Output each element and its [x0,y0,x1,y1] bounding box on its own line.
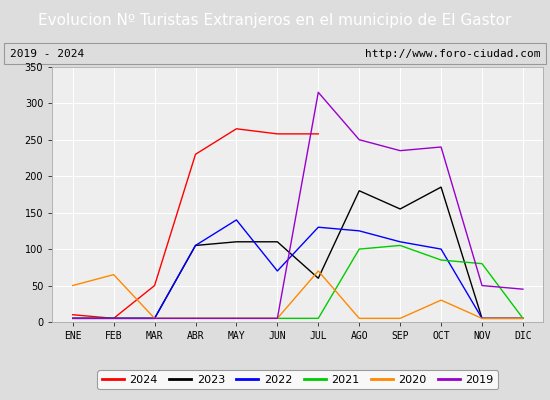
Text: Evolucion Nº Turistas Extranjeros en el municipio de El Gastor: Evolucion Nº Turistas Extranjeros en el … [39,14,512,28]
Text: http://www.foro-ciudad.com: http://www.foro-ciudad.com [365,49,540,59]
Legend: 2024, 2023, 2022, 2021, 2020, 2019: 2024, 2023, 2022, 2021, 2020, 2019 [97,370,498,389]
Bar [4,43,546,64]
Text: 2019 - 2024: 2019 - 2024 [10,49,84,59]
